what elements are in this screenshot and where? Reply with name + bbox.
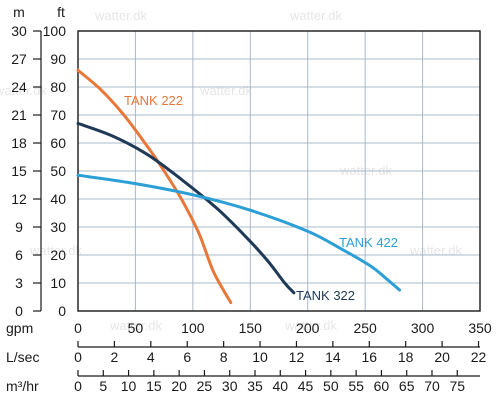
m3hr-tick-label: 65 <box>399 378 415 394</box>
m3hr-tick-label: 35 <box>247 378 263 394</box>
ft-tick-label: 90 <box>50 51 66 67</box>
series-line-tank-222 <box>76 68 233 305</box>
lsec-tick-label: 20 <box>434 349 450 365</box>
watermark: watter.dk <box>199 83 253 98</box>
ft-tick-label: 40 <box>50 191 66 207</box>
m3hr-tick-label: 10 <box>121 378 137 394</box>
m3hr-tick-label: 25 <box>197 378 213 394</box>
lsec-tick-label: 4 <box>147 349 155 365</box>
gpm-tick-label: 150 <box>239 320 263 336</box>
m-tick-label: 30 <box>11 23 27 39</box>
gpm-tick-label: 50 <box>128 320 144 336</box>
m-tick-label: 21 <box>11 107 27 123</box>
watermark: watter.dk <box>94 8 148 23</box>
lsec-tick-label: 10 <box>252 349 268 365</box>
ft-tick-label: 60 <box>50 135 66 151</box>
series-line-tank-422 <box>76 173 402 292</box>
m-tick-label: 9 <box>15 219 23 235</box>
lsec-axis-label: L/sec <box>6 349 39 365</box>
m3hr-tick-label: 55 <box>348 378 364 394</box>
watermark: watter.dk <box>29 243 83 258</box>
lsec-tick-label: 12 <box>289 349 305 365</box>
lsec-tick-label: 6 <box>183 349 191 365</box>
ft-tick-label: 70 <box>50 107 66 123</box>
gpm-axis-label: gpm <box>6 320 33 336</box>
m3hr-tick-label: 45 <box>298 378 314 394</box>
watermark: watter.dk <box>289 8 343 23</box>
lsec-tick-label: 16 <box>361 349 377 365</box>
series-label-tank-422: TANK 422 <box>339 235 398 250</box>
m-axis-label: m <box>13 4 25 20</box>
m-tick-label: 18 <box>11 135 27 151</box>
m-tick-label: 0 <box>15 303 23 319</box>
gpm-tick-label: 350 <box>468 320 492 336</box>
ft-axis-label: ft <box>57 4 65 20</box>
watermark: watter.dk <box>409 243 463 258</box>
ft-tick-label: 50 <box>50 163 66 179</box>
m3hr-tick-label: 15 <box>146 378 162 394</box>
lsec-tick-label: 22 <box>471 349 487 365</box>
m3hr-tick-label: 30 <box>222 378 238 394</box>
ft-tick-label: 10 <box>50 275 66 291</box>
m3hr-tick-label: 70 <box>424 378 440 394</box>
lsec-tick-label: 0 <box>74 349 82 365</box>
grid-lines <box>77 30 481 312</box>
m3hr-tick-label: 5 <box>99 378 107 394</box>
series-label-tank-222: TANK 222 <box>124 93 183 108</box>
m-tick-label: 24 <box>11 79 27 95</box>
ft-tick-label: 80 <box>50 79 66 95</box>
ft-tick-label: 100 <box>43 23 67 39</box>
ft-tick-label: 20 <box>50 247 66 263</box>
plot-frame <box>77 30 481 312</box>
gpm-tick-label: 250 <box>353 320 377 336</box>
watermark: watter.dk <box>284 318 338 333</box>
m-tick-label: 27 <box>11 51 27 67</box>
m3hr-tick-label: 50 <box>323 378 339 394</box>
m-tick-label: 3 <box>15 275 23 291</box>
ft-tick-label: 0 <box>58 303 66 319</box>
gpm-tick-label: 0 <box>74 320 82 336</box>
m3hr-axis-label: m³/hr <box>6 378 39 394</box>
m-tick-label: 15 <box>11 163 27 179</box>
m3hr-tick-label: 40 <box>272 378 288 394</box>
series-line-tank-322 <box>76 121 296 295</box>
m3hr-tick-label: 20 <box>171 378 187 394</box>
gpm-tick-label: 200 <box>296 320 320 336</box>
lsec-tick-label: 18 <box>398 349 414 365</box>
lsec-tick-label: 8 <box>220 349 228 365</box>
m3hr-tick-label: 75 <box>449 378 465 394</box>
m-tick-label: 12 <box>11 191 27 207</box>
ft-tick-label: 30 <box>50 219 66 235</box>
series-label-tank-322: TANK 322 <box>296 288 355 303</box>
gpm-tick-label: 300 <box>411 320 435 336</box>
lsec-tick-label: 14 <box>325 349 341 365</box>
m3hr-tick-label: 0 <box>74 378 82 394</box>
watermark: watter.dk <box>109 318 163 333</box>
series-layer: TANK 222 TANK 322 TANK 422 <box>76 68 402 305</box>
gpm-tick-label: 100 <box>181 320 205 336</box>
m3hr-tick-label: 60 <box>374 378 390 394</box>
m-tick-label: 6 <box>15 247 23 263</box>
lsec-tick-label: 2 <box>111 349 119 365</box>
